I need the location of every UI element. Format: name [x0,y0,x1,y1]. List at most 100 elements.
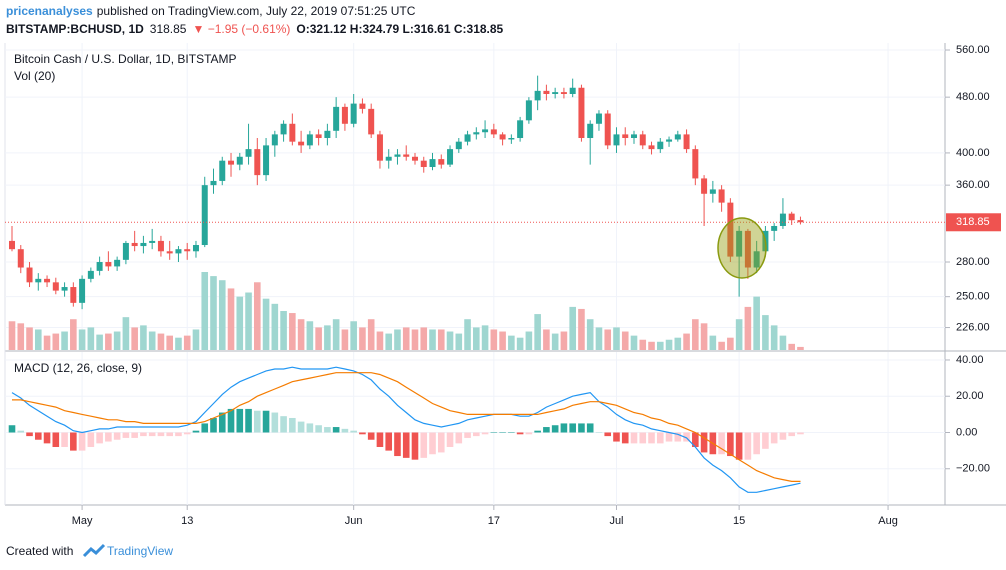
volume-bar [166,335,173,350]
histogram-bar [113,432,121,440]
histogram-bar [78,432,86,451]
volume-bar [332,319,340,350]
histogram-bar [420,432,428,458]
footer-brand[interactable]: TradingView [107,544,173,558]
histogram-bar [17,430,25,433]
histogram-bar [122,432,130,438]
volume-bar [201,272,209,350]
volume-bar [324,325,331,350]
candle-body [166,251,173,254]
volume-bar [639,339,647,350]
histogram-bar [148,432,156,437]
volume-bar [735,319,743,350]
histogram-bar [525,432,533,435]
histogram-bar [289,417,296,433]
candle-body [411,156,418,161]
volume-bar [656,341,664,350]
y-tick-label: 20.00 [956,390,984,402]
candle-body [79,278,86,303]
histogram-bar [744,432,752,460]
candle-body [753,251,760,268]
candle-body [797,220,804,223]
volume-bar [157,333,165,350]
candle-body [131,242,138,247]
histogram-bar [297,421,305,433]
volume-bar [534,314,541,350]
histogram-bar [569,423,576,433]
candle-body [560,92,567,94]
candle-body [473,132,480,135]
histogram-bar [8,425,16,433]
published: published on TradingView.com, July 22, 2… [97,4,416,18]
volume-bar [297,319,305,350]
publisher[interactable]: pricenanalyses [6,4,93,18]
volume-bar [578,308,585,350]
volume-bar [499,331,506,350]
volume-bar [140,325,147,350]
y-tick-label: 40.00 [956,354,984,366]
x-tick-label: 13 [181,515,193,527]
candle-body [263,145,270,176]
candle-body [236,156,243,165]
histogram-bar [332,427,340,433]
candle-body [35,278,42,283]
histogram-bar [508,432,515,433]
volume-bar [385,333,393,350]
volume-bar [17,323,25,350]
volume-bar [411,329,419,350]
volume-bar [359,327,366,350]
histogram-bar [621,432,629,444]
volume-bar [245,292,252,350]
candle-body [464,134,471,142]
histogram-bar [359,432,366,435]
candle-body [736,230,743,257]
volume-bar [70,319,77,350]
candle-body [114,259,121,267]
candle-body [254,149,261,176]
candle-body [70,287,77,303]
volume-bar [262,298,270,350]
histogram-bar [271,412,279,433]
candle-body [701,178,708,194]
histogram-bar [227,408,235,433]
volume-bar [78,329,86,350]
volume-bar [87,327,95,350]
histogram-bar [157,432,165,437]
volume-bar [727,337,734,350]
volume-bar [429,329,436,350]
volume-bar [516,337,524,350]
candle-body [482,129,489,133]
candle-body [727,202,734,257]
y-tick-label: 560.00 [956,44,990,56]
histogram-bar [788,432,795,437]
candle-body [447,149,454,165]
x-tick-label: Jun [345,515,363,527]
volume-bar [648,341,655,350]
candle-body [149,240,156,243]
candle-body [17,249,24,268]
volume-bar [113,331,121,350]
histogram-bar [727,432,734,457]
candle-body [333,106,340,131]
histogram-bar [683,432,690,442]
volume-bar [446,331,454,350]
histogram-bar [376,432,384,447]
candle-body [648,145,655,150]
candle-body [744,230,751,268]
volume-bar [692,319,699,350]
candle-body [376,134,383,161]
volume-bar [683,333,690,350]
candle-body [490,129,497,135]
candle-body [438,159,445,165]
histogram-bar [61,432,68,447]
histogram-bar [201,423,209,433]
volume-bar [490,329,498,350]
volume-bar [420,327,428,350]
histogram-bar [210,417,217,433]
legend-title: Bitcoin Cash / U.S. Dollar, 1D, BITSTAMP [14,52,237,66]
candle-body [315,134,322,139]
candle-body [9,240,16,250]
candle-body [455,141,462,150]
candle-body [595,113,602,124]
volume-bar [569,306,576,350]
